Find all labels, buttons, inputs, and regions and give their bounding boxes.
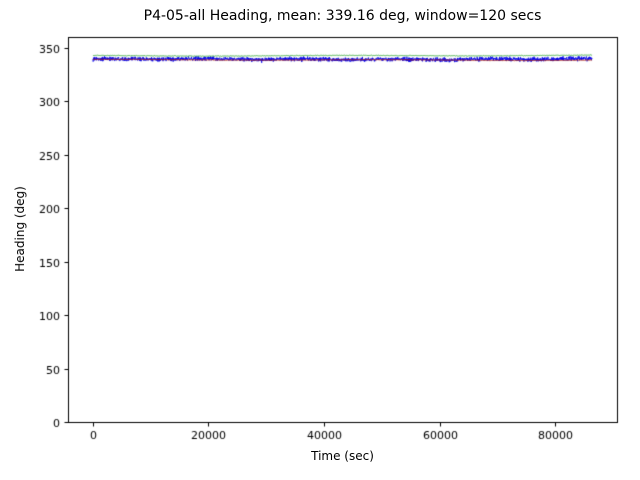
- x-axis-label: Time (sec): [311, 449, 374, 463]
- y-axis-label: Heading (deg): [13, 186, 27, 272]
- chart-title: P4-05-all Heading, mean: 339.16 deg, win…: [143, 8, 542, 24]
